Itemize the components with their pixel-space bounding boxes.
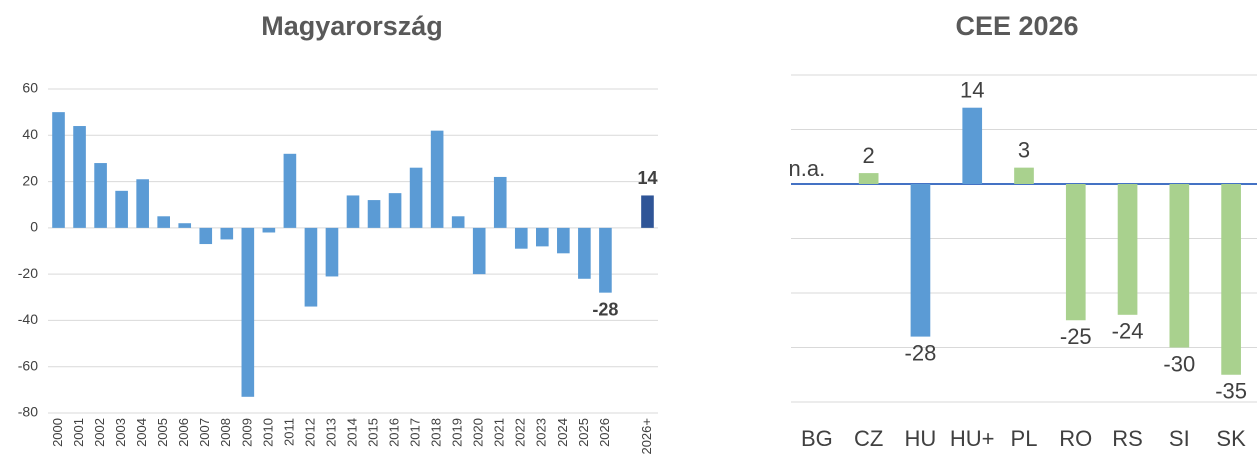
bar (451, 216, 465, 228)
bar (472, 227, 486, 275)
x-tick-label: 2022 (513, 418, 528, 447)
bar (73, 126, 86, 228)
x-tick-label: 2012 (302, 418, 317, 447)
x-tick-label: 2014 (344, 418, 359, 447)
bar (910, 184, 931, 337)
x-tick-label: 2026+ (639, 418, 654, 455)
x-tick-label: 2003 (113, 418, 128, 447)
bar (599, 227, 612, 293)
bar (1014, 167, 1034, 184)
bar (1065, 184, 1086, 321)
bar (557, 227, 570, 254)
x-tick-label: BG (801, 426, 833, 451)
x-tick-label: RO (1059, 426, 1092, 451)
bar (178, 223, 192, 228)
bar (641, 195, 654, 228)
bar (1117, 184, 1138, 315)
x-tick-label: 2001 (71, 418, 86, 447)
x-tick-label: HU+ (950, 426, 995, 451)
data-label: 14 (960, 78, 984, 103)
bar (1169, 184, 1190, 348)
bar (136, 179, 149, 228)
data-label: 3 (1018, 137, 1030, 162)
chart-title: CEE 2026 (955, 11, 1078, 41)
x-tick-label: 2016 (387, 418, 402, 447)
bar (409, 167, 423, 228)
bar (388, 193, 402, 228)
x-tick-label: SI (1169, 426, 1190, 451)
y-tick-label: 20 (22, 172, 38, 188)
bar (1221, 184, 1241, 375)
x-tick-label: 2000 (50, 418, 65, 447)
bar (430, 130, 444, 228)
bar (367, 200, 381, 228)
bar (220, 227, 234, 240)
bar (283, 153, 297, 228)
bar (514, 227, 528, 249)
y-tick-label: -80 (18, 404, 38, 420)
bar (262, 227, 276, 233)
bar (52, 112, 65, 228)
bar (536, 227, 549, 247)
bar (858, 173, 879, 184)
bar (304, 227, 318, 307)
bar (157, 216, 170, 228)
x-tick-label: 2010 (260, 418, 275, 447)
x-tick-label: 2009 (239, 418, 254, 447)
x-tick-label: 2017 (408, 418, 423, 447)
x-tick-label: 2006 (176, 418, 191, 447)
x-tick-label: CZ (854, 426, 883, 451)
data-label: 14 (637, 168, 657, 188)
y-tick-label: -60 (18, 357, 38, 373)
x-tick-label: 2013 (323, 418, 338, 447)
x-tick-label: 2007 (197, 418, 212, 447)
x-tick-label: 2005 (155, 418, 170, 447)
x-tick-label: 2018 (429, 418, 444, 447)
bar (962, 107, 983, 184)
bar (199, 227, 213, 245)
x-tick-label: PL (1011, 426, 1038, 451)
bar (346, 195, 360, 228)
x-tick-label: 2024 (555, 418, 570, 447)
y-tick-label: -20 (18, 265, 38, 281)
x-tick-label: 2004 (134, 418, 149, 447)
y-tick-label: 60 (22, 80, 38, 96)
data-label: -25 (1060, 324, 1092, 349)
bar (325, 227, 339, 277)
bar (578, 227, 591, 279)
bar (241, 227, 255, 397)
x-tick-label: 2025 (576, 418, 591, 447)
x-tick-label: 2008 (218, 418, 233, 447)
x-tick-label: HU (905, 426, 937, 451)
y-tick-label: 40 (22, 126, 38, 142)
x-tick-label: SK (1216, 426, 1246, 451)
x-tick-label: 2015 (365, 418, 380, 447)
chart-title: Magyarország (261, 11, 443, 41)
x-tick-label: 2026 (597, 418, 612, 447)
bar (115, 190, 128, 228)
bar (493, 176, 507, 228)
y-tick-label: -40 (18, 311, 38, 327)
data-label: -35 (1215, 379, 1247, 404)
bar (94, 163, 107, 228)
data-label: 2 (863, 143, 875, 168)
x-tick-label: 2002 (92, 418, 107, 447)
x-tick-label: 2011 (281, 418, 296, 446)
data-label: -24 (1112, 319, 1144, 344)
y-tick-label: 0 (30, 219, 38, 235)
data-label: -28 (905, 340, 937, 365)
data-label: -30 (1163, 351, 1195, 376)
x-tick-label: 2021 (492, 418, 507, 447)
data-label: -28 (592, 299, 618, 319)
x-tick-label: 2019 (450, 418, 465, 447)
x-tick-label: 2020 (471, 418, 486, 447)
x-tick-label: 2023 (534, 418, 549, 447)
x-tick-label: RS (1112, 426, 1143, 451)
data-label: n.a. (789, 156, 826, 181)
